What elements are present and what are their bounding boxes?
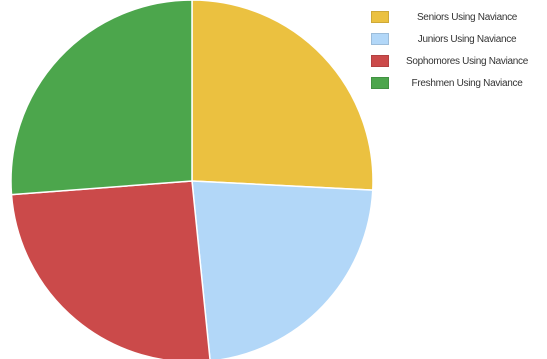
legend-label-freshmen: Freshmen Using Naviance	[393, 78, 541, 89]
legend-swatch-freshmen	[371, 77, 389, 89]
chart-legend: Seniors Using Naviance Juniors Using Nav…	[369, 8, 541, 96]
legend-swatch-seniors	[371, 11, 389, 23]
legend-label-sophomores: Sophomores Using Naviance	[393, 56, 541, 67]
legend-swatch-sophomores	[371, 55, 389, 67]
legend-item-seniors[interactable]: Seniors Using Naviance	[369, 8, 541, 26]
pie-slice-sophomores[interactable]	[12, 181, 211, 359]
legend-label-seniors: Seniors Using Naviance	[393, 12, 541, 23]
legend-item-juniors[interactable]: Juniors Using Naviance	[369, 30, 541, 48]
legend-swatch-juniors	[371, 33, 389, 45]
pie-slice-juniors[interactable]	[192, 181, 373, 359]
pie-slice-freshmen[interactable]	[11, 0, 192, 195]
legend-item-sophomores[interactable]: Sophomores Using Naviance	[369, 52, 541, 70]
legend-label-juniors: Juniors Using Naviance	[393, 34, 541, 45]
legend-item-freshmen[interactable]: Freshmen Using Naviance	[369, 74, 541, 92]
pie-slice-seniors[interactable]	[192, 0, 373, 190]
